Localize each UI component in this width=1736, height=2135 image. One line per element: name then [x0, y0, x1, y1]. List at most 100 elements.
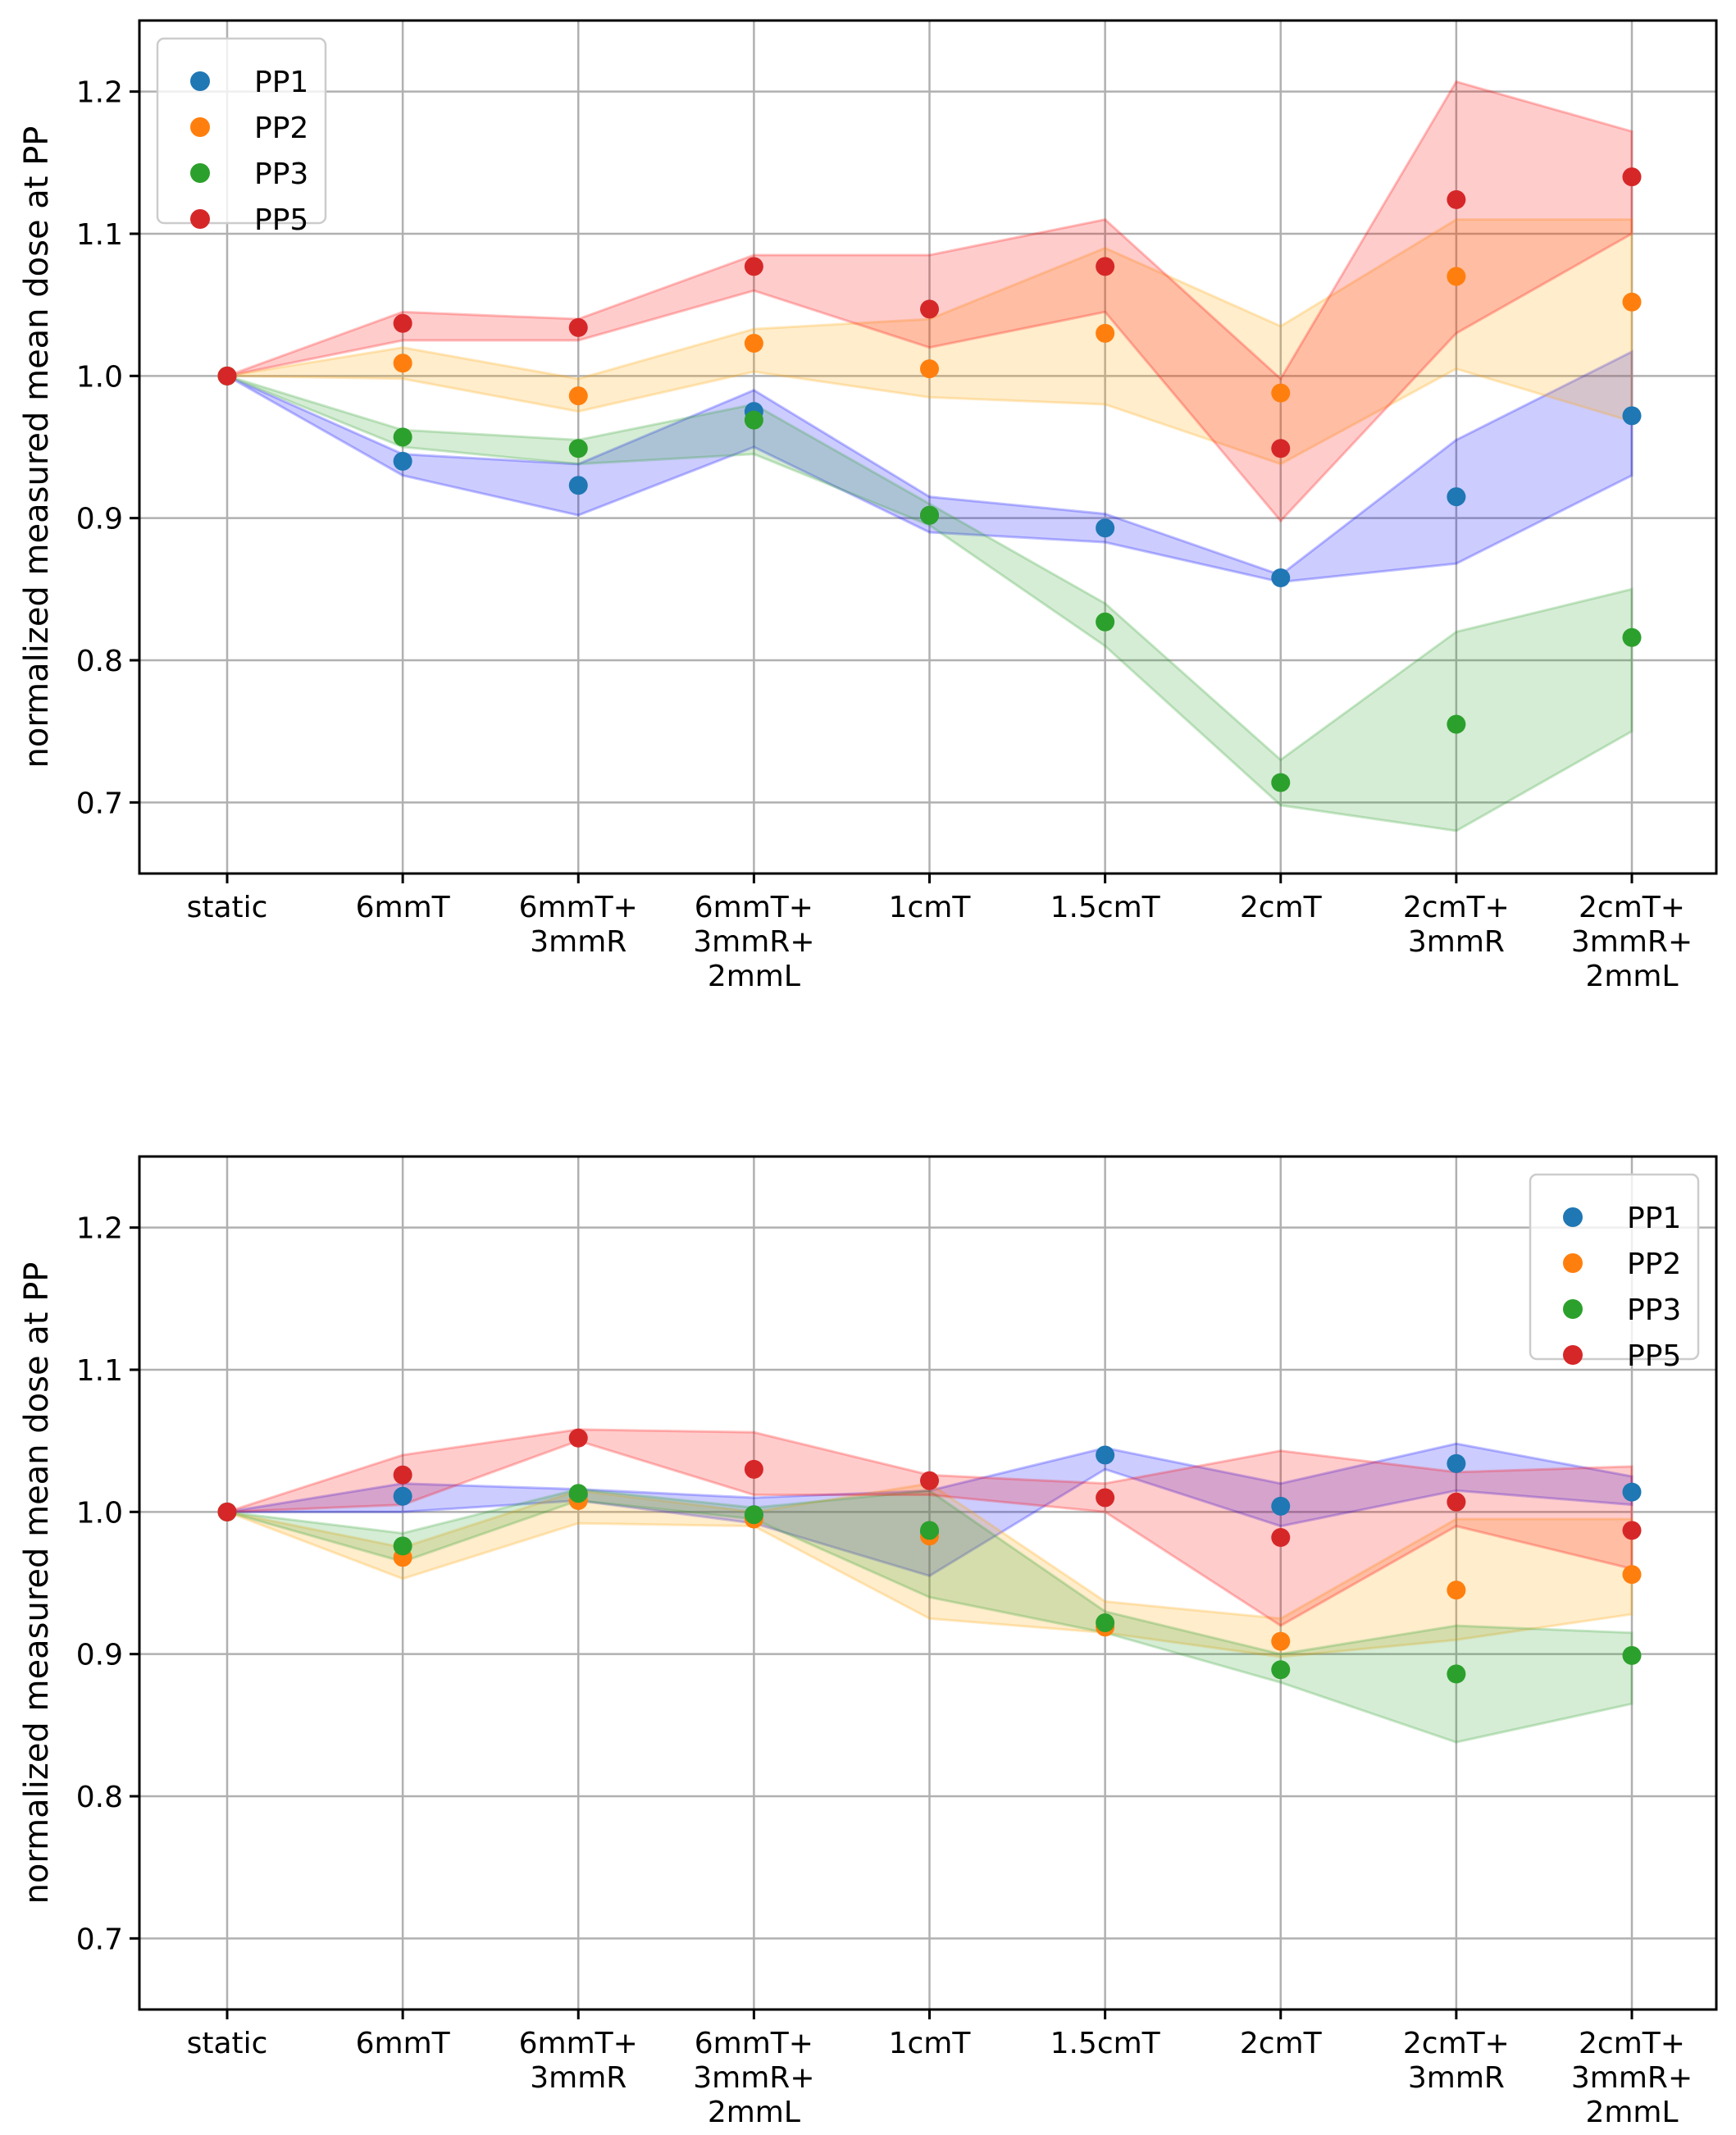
point-pp3 — [393, 1536, 412, 1556]
point-pp2 — [1622, 292, 1642, 312]
point-pp3 — [1271, 773, 1291, 792]
y-tick-label: 0.8 — [76, 1781, 123, 1814]
x-tick-label-line: 6mmT+ — [695, 2027, 813, 2060]
x-tick-label-line: 6mmT+ — [695, 891, 813, 924]
x-tick-label-line: 2mmL — [708, 960, 800, 993]
point-pp5 — [1447, 1492, 1466, 1512]
x-tick-label: 1cmT — [889, 2027, 972, 2060]
point-pp5 — [1271, 439, 1291, 458]
point-pp3 — [744, 410, 763, 430]
point-pp5 — [1096, 257, 1115, 276]
y-tick-label: 1.2 — [76, 76, 123, 110]
x-tick-label-line: 6mmT — [356, 2027, 451, 2060]
point-pp5 — [1096, 1488, 1115, 1508]
x-tick-label: static — [187, 2027, 268, 2060]
point-pp2 — [393, 354, 412, 373]
x-tick-label: 6mmT+ 3mmR — [519, 891, 638, 959]
legend-label-pp1: PP1 — [1627, 1202, 1681, 1235]
point-pp5 — [744, 1459, 763, 1479]
point-pp1 — [1096, 518, 1115, 538]
point-pp2 — [568, 386, 588, 406]
point-pp1 — [1271, 1496, 1291, 1516]
x-tick-label-line: 2cmT+ — [1579, 2027, 1685, 2060]
point-pp5 — [393, 1465, 412, 1485]
legend-label-pp1: PP1 — [254, 66, 308, 99]
x-tick-label-line: 3mmR+ — [693, 2061, 814, 2095]
point-pp2 — [744, 333, 763, 353]
x-tick-label: 6mmT+ 3mmR+ 2mmL — [693, 2027, 814, 2129]
point-pp5 — [1271, 1528, 1291, 1548]
point-pp5 — [393, 313, 412, 333]
point-pp3 — [1271, 1660, 1291, 1680]
y-axis-label: normalized measured mean dose at PP — [18, 1262, 56, 1905]
plot-frame — [138, 19, 1718, 875]
x-tick-label: 2cmT — [1240, 2027, 1323, 2060]
point-pp3 — [920, 505, 939, 525]
point-pp1 — [568, 476, 588, 495]
x-tick-label-line: 3mmR+ — [1571, 925, 1693, 959]
x-tick-label-line: 1.5cmT — [1050, 2027, 1161, 2060]
x-tick-label-line: 2cmT+ — [1579, 891, 1685, 924]
point-pp3 — [1622, 1645, 1642, 1665]
x-tick-label-line: 2mmL — [1585, 2096, 1678, 2129]
x-tick-label: 6mmT — [356, 2027, 451, 2060]
point-pp3 — [1622, 627, 1642, 647]
point-pp5 — [217, 366, 237, 385]
y-tick-label: 1.0 — [76, 1496, 123, 1530]
point-pp3 — [1447, 714, 1466, 734]
y-tick-label: 1.0 — [76, 360, 123, 394]
point-pp5 — [1622, 1521, 1642, 1540]
y-tick-label: 0.7 — [76, 787, 123, 820]
plot-frame — [138, 1155, 1718, 2011]
x-tick-label-line: 2mmL — [708, 2096, 800, 2129]
legend-label-pp3: PP3 — [1627, 1293, 1681, 1327]
x-tick-label: 2cmT+ 3mmR+ 2mmL — [1571, 891, 1693, 993]
y-tick-label: 0.9 — [76, 1639, 123, 1672]
band-pp3 — [226, 374, 1633, 833]
y-tick-label: 1.1 — [76, 218, 123, 252]
legend-label-pp2: PP2 — [254, 112, 308, 145]
y-tick-label: 1.2 — [76, 1212, 123, 1246]
x-tick-label: 1cmT — [889, 891, 972, 924]
x-tick-label-line: 1.5cmT — [1050, 891, 1161, 924]
point-pp5 — [920, 1471, 939, 1490]
x-tick-label-line: 2cmT+ — [1403, 2027, 1510, 2060]
x-tick-label-line: 3mmR — [530, 2061, 627, 2095]
point-pp5 — [568, 1428, 588, 1448]
point-pp3 — [568, 439, 588, 458]
point-pp2 — [1447, 267, 1466, 286]
point-pp2 — [1622, 1565, 1642, 1585]
y-axis-label: normalized measured mean dose at PP — [18, 126, 56, 769]
x-tick-label-line: 3mmR — [1408, 925, 1505, 959]
legend-marker-pp2 — [1563, 1253, 1583, 1273]
x-tick-label-line: 6mmT+ — [519, 891, 638, 924]
point-pp5 — [920, 299, 939, 319]
y-tick-label: 1.1 — [76, 1354, 123, 1388]
x-tick-label-line: 2mmL — [1585, 960, 1678, 993]
point-pp5 — [744, 257, 763, 276]
point-pp1 — [1271, 568, 1291, 587]
x-tick-label-line: 1cmT — [889, 891, 972, 924]
x-tick-label: 2cmT+ 3mmR — [1403, 891, 1510, 959]
point-pp3 — [1096, 1613, 1115, 1633]
point-pp3 — [920, 1521, 939, 1540]
point-pp2 — [1271, 1631, 1291, 1651]
x-tick-label-line: 3mmR — [1408, 2061, 1505, 2095]
point-pp3 — [1447, 1664, 1466, 1684]
point-pp3 — [1096, 612, 1115, 632]
band-pp5 — [226, 1428, 1633, 1627]
legend-marker-pp5 — [190, 209, 210, 229]
legend-label-pp5: PP5 — [1627, 1339, 1681, 1373]
x-tick-label: 2cmT+ 3mmR+ 2mmL — [1571, 2027, 1693, 2129]
x-tick-label-line: 1cmT — [889, 2027, 972, 2060]
x-tick-label: 1.5cmT — [1050, 891, 1161, 924]
x-tick-label: 2cmT — [1240, 891, 1323, 924]
point-pp5 — [568, 317, 588, 337]
x-tick-label: 6mmT+ 3mmR — [519, 2027, 638, 2095]
legend-marker-pp1 — [190, 71, 210, 91]
legend-label-pp5: PP5 — [254, 203, 308, 237]
point-pp2 — [920, 359, 939, 379]
